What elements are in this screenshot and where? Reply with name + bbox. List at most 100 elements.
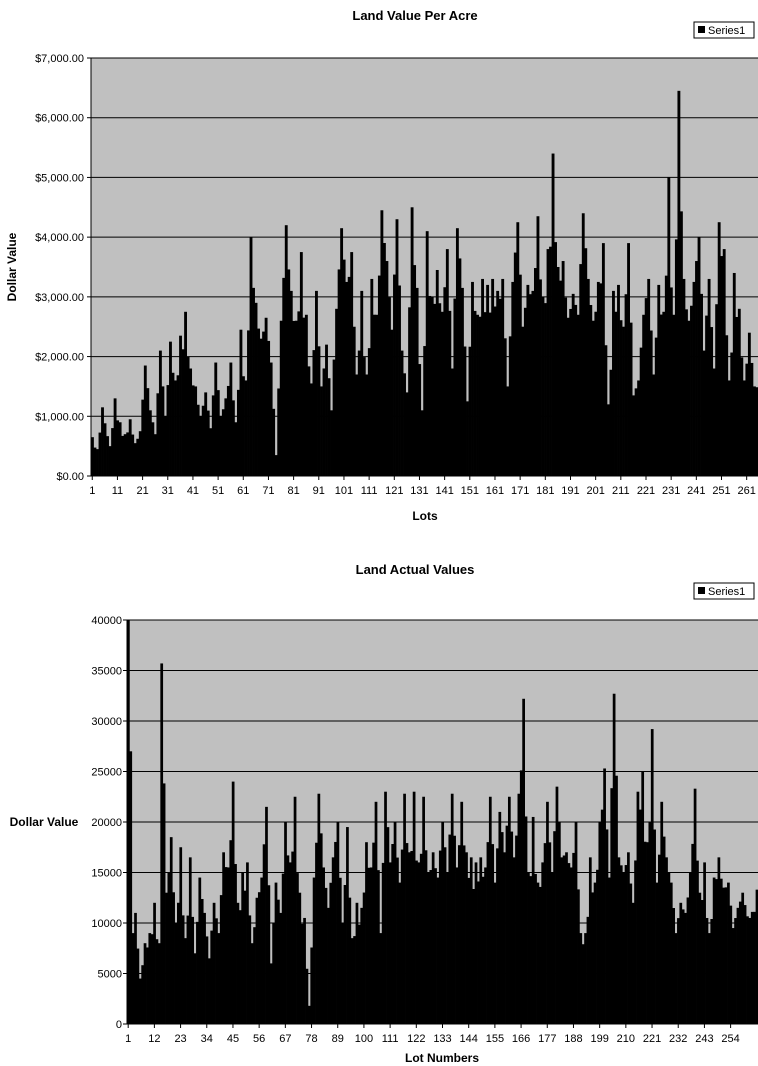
bar	[738, 901, 742, 1024]
bar	[226, 385, 230, 476]
bar	[554, 242, 557, 476]
bar	[391, 844, 395, 1024]
bar	[605, 829, 609, 1024]
bar	[477, 881, 480, 1024]
bar	[422, 796, 425, 1024]
bar	[685, 309, 688, 476]
bar	[312, 877, 316, 1024]
bar	[284, 225, 288, 476]
bar	[746, 916, 749, 1024]
bar	[493, 306, 497, 476]
bar	[571, 293, 575, 476]
bar	[398, 882, 402, 1024]
bar	[732, 272, 736, 476]
bar	[481, 278, 484, 476]
bar	[472, 889, 475, 1024]
bar	[496, 290, 500, 476]
x-tick-label: 1	[125, 1033, 131, 1045]
bar	[665, 857, 668, 1024]
bar	[567, 863, 571, 1024]
bar	[727, 380, 731, 476]
bar	[186, 915, 190, 1024]
bar	[553, 831, 556, 1024]
bar	[574, 304, 578, 476]
x-tick-label: 121	[385, 485, 403, 497]
bar	[350, 938, 354, 1024]
bar	[518, 274, 522, 476]
bar	[692, 281, 696, 476]
bar	[455, 228, 459, 476]
bar	[424, 850, 428, 1024]
bar	[698, 892, 702, 1024]
bar	[179, 847, 183, 1024]
bar	[156, 393, 160, 476]
bar	[679, 211, 683, 477]
bar	[745, 363, 749, 476]
bar	[362, 357, 366, 476]
bar	[174, 380, 177, 476]
bar	[755, 889, 758, 1024]
bar	[727, 882, 730, 1024]
bar	[478, 316, 482, 476]
bar	[636, 791, 640, 1024]
x-tick-label: 56	[253, 1033, 265, 1045]
bar	[204, 392, 208, 476]
bar	[703, 862, 706, 1024]
bar	[519, 770, 523, 1024]
bar	[379, 933, 383, 1024]
bar	[657, 854, 661, 1024]
bar	[715, 304, 719, 476]
bar	[184, 938, 187, 1024]
y-tick-label: 20000	[91, 817, 122, 829]
bar	[539, 279, 542, 476]
bar	[700, 293, 703, 476]
bar	[674, 933, 678, 1024]
bar	[118, 422, 122, 476]
bar	[171, 372, 175, 476]
bar	[544, 303, 547, 476]
bar	[561, 261, 565, 476]
bar	[662, 836, 666, 1024]
bar	[565, 852, 568, 1024]
bar	[257, 892, 261, 1024]
bar	[579, 264, 583, 476]
bar	[725, 335, 729, 476]
bar	[740, 357, 744, 476]
x-tick-label: 78	[305, 1033, 317, 1045]
bar	[400, 350, 404, 476]
bar	[179, 335, 182, 476]
bar	[546, 249, 550, 476]
bar	[388, 297, 391, 476]
x-tick-label: 261	[737, 485, 755, 497]
bar	[674, 239, 678, 476]
bar	[269, 963, 273, 1024]
x-tick-label: 254	[721, 1033, 739, 1045]
bar	[293, 796, 297, 1024]
bar	[157, 943, 161, 1024]
x-tick-label: 201	[586, 485, 604, 497]
bar	[650, 729, 654, 1024]
bar	[705, 917, 709, 1024]
chart-2-x-ticks: 1 12 23 34 45 56 67 78 89 100 111 122 133 144 155 166 17…	[125, 1024, 740, 1045]
x-tick-label: 122	[407, 1033, 425, 1045]
bar	[286, 855, 290, 1024]
bar	[753, 911, 756, 1024]
bar	[438, 303, 442, 476]
bar	[705, 315, 709, 476]
bar	[584, 248, 588, 476]
bar	[446, 872, 449, 1024]
bar	[536, 882, 540, 1024]
bar	[581, 213, 585, 476]
bar	[629, 322, 633, 476]
bar	[549, 246, 552, 476]
chart-2: Land Actual Values Series1 0 5000 10000 150…	[10, 562, 758, 1065]
bar	[300, 923, 304, 1024]
bar	[136, 948, 140, 1024]
bar	[420, 410, 424, 476]
bar	[569, 867, 573, 1024]
x-tick-label: 231	[662, 485, 680, 497]
bar	[407, 852, 411, 1024]
bar	[274, 455, 278, 476]
chart-1-x-ticks: 1 11 21 31 41 51 61 71 81 91 101 111 121 131 141 151 161…	[89, 476, 756, 497]
bar	[461, 287, 464, 476]
